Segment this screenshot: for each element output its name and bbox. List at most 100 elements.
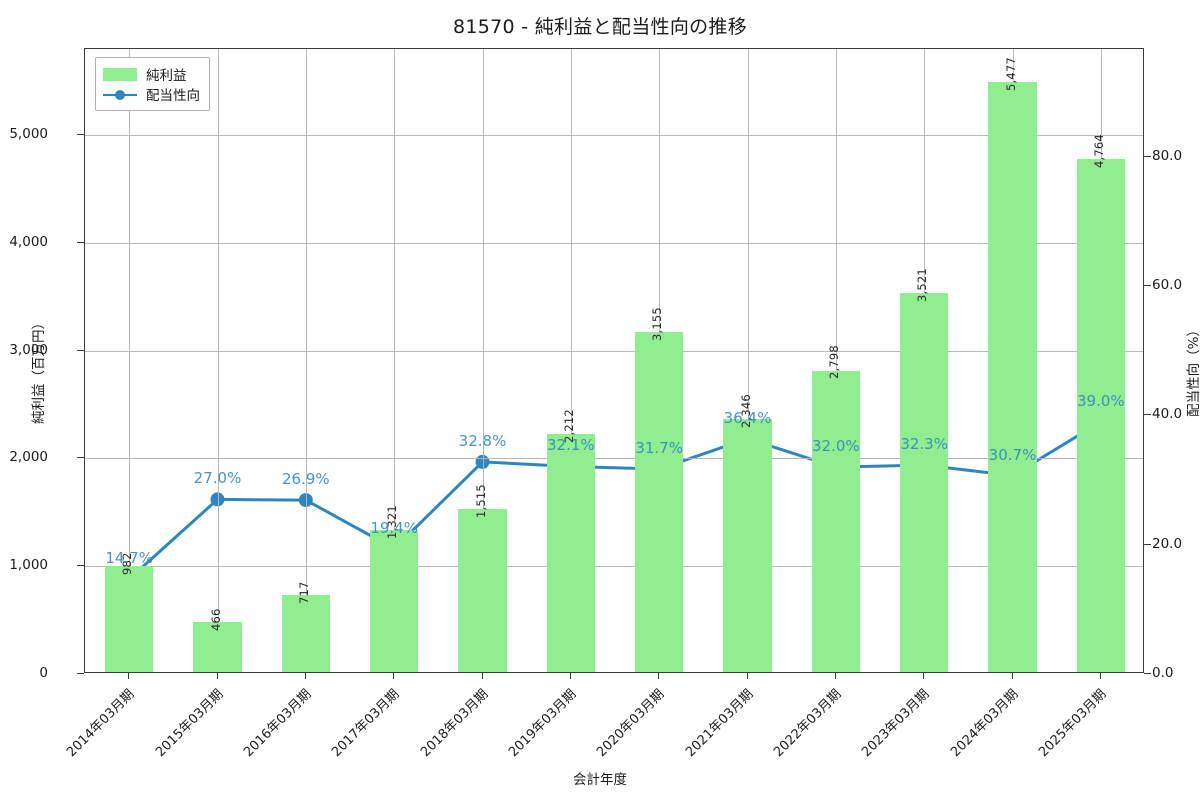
x-axis-tick-label: 2023年03月期	[859, 686, 933, 761]
bar-net-income[interactable]	[281, 594, 331, 672]
x-axis-tick-label: 2014年03月期	[64, 686, 138, 761]
y-axis-left-label: 純利益（百万円）	[31, 316, 47, 424]
payout-ratio-value-label: 36.4%	[723, 408, 772, 427]
x-axis-tick-mark	[834, 673, 836, 679]
y-axis-left-tick-mark	[77, 457, 84, 459]
gridline-vertical	[129, 49, 131, 672]
bar-net-income[interactable]	[458, 508, 507, 672]
y-axis-left-tick-label: 0	[39, 665, 48, 681]
x-axis-tick-label: 2017年03月期	[329, 686, 403, 761]
x-axis-tick-label: 2015年03月期	[152, 686, 226, 761]
gridline-vertical	[570, 49, 572, 672]
bar-net-income[interactable]	[104, 566, 154, 672]
y-axis-left-tick-mark	[77, 241, 84, 243]
payout-ratio-value-label: 32.0%	[812, 437, 860, 456]
x-axis-tick-mark	[304, 673, 306, 679]
payout-ratio-value-label: 32.3%	[900, 435, 948, 454]
gridline-vertical	[747, 49, 749, 672]
x-axis-tick-label: 2019年03月期	[505, 686, 580, 761]
x-axis-tick-mark	[746, 673, 748, 679]
y-axis-right-tick-mark	[1144, 155, 1151, 157]
dividend-payout-line-series	[122, 414, 1108, 586]
y-axis-right-tick-mark	[1144, 414, 1151, 416]
legend-label-net-income: 純利益	[146, 68, 187, 84]
x-axis-tick-mark	[481, 673, 483, 679]
y-axis-left-tick-mark	[77, 565, 84, 567]
x-axis-tick-mark	[1011, 673, 1013, 679]
bar-value-label: 4,764	[1091, 133, 1106, 168]
bar-net-income[interactable]	[899, 292, 949, 672]
bar-net-income[interactable]	[634, 332, 684, 672]
chart-legend: 純利益 配当性向	[95, 57, 210, 111]
gridline-vertical	[835, 49, 837, 672]
gridline-vertical	[305, 49, 307, 672]
x-axis-tick-label: 2025年03月期	[1035, 686, 1110, 761]
payout-ratio-value-label: 32.8%	[458, 431, 507, 450]
bar-net-income[interactable]	[546, 433, 596, 672]
bar-value-label: 5,477	[1003, 56, 1018, 91]
payout-ratio-value-label: 14.7%	[105, 548, 153, 567]
x-axis-tick-label: 2022年03月期	[770, 686, 845, 761]
y-axis-right-tick-label: 20.0	[1152, 535, 1183, 552]
legend-label-payout-ratio: 配当性向	[146, 88, 200, 104]
x-axis-tick-mark	[658, 673, 660, 679]
bar-value-label: 3,521	[915, 267, 930, 302]
bar-value-label: 1,515	[473, 483, 488, 518]
x-axis-tick-mark	[393, 673, 395, 679]
bar-value-label: 717	[296, 581, 311, 604]
plot-area: 982 466 717 1,321 1,515 2,212 3,155 2,346 2,798 3…	[84, 48, 1144, 673]
y-axis-right-tick-mark	[1144, 673, 1151, 674]
y-axis-left-tick-label: 5,000	[9, 126, 48, 143]
bar-value-label: 2,798	[826, 345, 841, 380]
y-axis-left-tick-mark	[77, 349, 84, 351]
x-axis-tick-mark	[923, 673, 925, 679]
y-axis-left-tick-mark	[77, 673, 84, 674]
y-axis-left-tick-label: 2,000	[9, 449, 48, 466]
x-axis-tick-label: 2021年03月期	[682, 686, 756, 761]
payout-ratio-value-label: 30.7%	[988, 445, 1037, 464]
bar-net-income[interactable]	[723, 419, 772, 672]
bar-net-income[interactable]	[193, 621, 242, 672]
bar-value-label: 3,155	[650, 307, 665, 342]
x-axis-tick-mark	[569, 673, 571, 679]
y-axis-left-tick-mark	[77, 134, 84, 136]
y-axis-right-tick-label: 0.0	[1152, 665, 1174, 681]
x-axis-tick-label: 2016年03月期	[240, 686, 315, 761]
payout-ratio-value-label: 39.0%	[1077, 391, 1125, 410]
x-axis-tick-label: 2018年03月期	[417, 686, 491, 761]
payout-ratio-value-label: 32.1%	[547, 436, 595, 455]
chart-title: 81570 - 純利益と配当性向の推移	[452, 16, 748, 38]
gridline-vertical	[394, 49, 396, 672]
y-axis-left-tick-label: 1,000	[9, 557, 48, 574]
bar-net-income[interactable]	[369, 529, 419, 672]
y-axis-left-tick-label: 4,000	[9, 233, 48, 250]
x-axis-tick-label: 2020年03月期	[594, 686, 668, 761]
gridline-horizontal	[85, 135, 1143, 137]
gridline-vertical	[482, 49, 484, 672]
payout-ratio-line	[127, 420, 1103, 581]
bar-net-income[interactable]	[811, 370, 861, 672]
y-axis-right-tick-label: 80.0	[1152, 147, 1183, 164]
y-axis-right-tick-label: 40.0	[1152, 406, 1183, 423]
payout-ratio-value-label: 31.7%	[635, 439, 683, 458]
payout-ratio-value-label: 27.0%	[193, 469, 242, 488]
x-axis-tick-mark	[216, 673, 218, 679]
bar-net-income[interactable]	[1076, 158, 1126, 672]
gridline-vertical	[217, 49, 219, 672]
gridline-horizontal	[85, 350, 1143, 352]
bar-net-income[interactable]	[988, 81, 1037, 672]
x-axis-tick-label: 2024年03月期	[947, 686, 1021, 761]
y-axis-right-tick-mark	[1144, 543, 1151, 545]
gridline-horizontal	[85, 242, 1143, 244]
y-axis-right-label: 配当性向（%）	[1186, 323, 1200, 417]
y-axis-right-tick-mark	[1144, 285, 1151, 287]
legend-swatch-bar-icon	[103, 67, 137, 81]
x-axis-tick-mark	[128, 673, 130, 679]
y-axis-right-tick-label: 60.0	[1152, 277, 1183, 294]
x-axis-label: 会計年度	[573, 772, 627, 788]
gridline-horizontal	[85, 566, 1143, 568]
x-axis-tick-mark	[1099, 673, 1101, 679]
payout-ratio-value-label: 26.9%	[282, 470, 330, 489]
gridline-horizontal	[85, 458, 1143, 460]
